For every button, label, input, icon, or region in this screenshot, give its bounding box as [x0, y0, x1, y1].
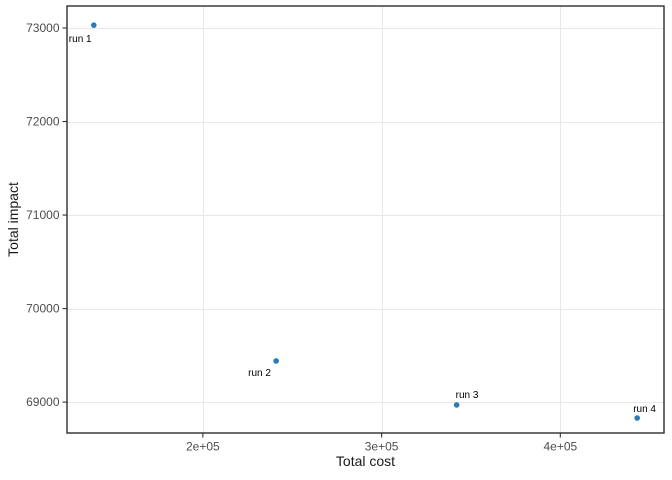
axis-ticks-layer: 69000 70000 71000 72000 73000 2e+05 3e+05 4e+05 [26, 21, 577, 454]
gridlines-layer [67, 6, 664, 433]
data-point-label: run 4 [633, 404, 656, 415]
y-axis-title: Total impact [5, 182, 21, 257]
data-point-label: run 2 [248, 368, 271, 379]
data-point-label: run 3 [456, 390, 479, 401]
x-axis-tick-label: 3e+05 [365, 440, 399, 454]
y-axis-tick-label: 70000 [26, 302, 60, 316]
data-point [91, 22, 97, 28]
data-point [453, 402, 460, 408]
y-axis-tick-label: 73000 [26, 21, 60, 35]
panel-border [66, 5, 665, 434]
x-axis-title: Total cost [336, 453, 395, 469]
x-axis-tick-label: 4e+05 [543, 440, 577, 454]
y-axis-tick-label: 69000 [26, 395, 60, 409]
y-axis-tick-label: 72000 [26, 115, 60, 129]
data-points-layer: run 1 run 2 run 3 run 4 [69, 22, 656, 421]
data-point-label: run 1 [69, 34, 92, 45]
y-axis-tick-label: 71000 [26, 208, 60, 222]
data-point [273, 358, 279, 364]
data-point [634, 415, 640, 421]
x-axis-tick-label: 2e+05 [186, 440, 220, 454]
